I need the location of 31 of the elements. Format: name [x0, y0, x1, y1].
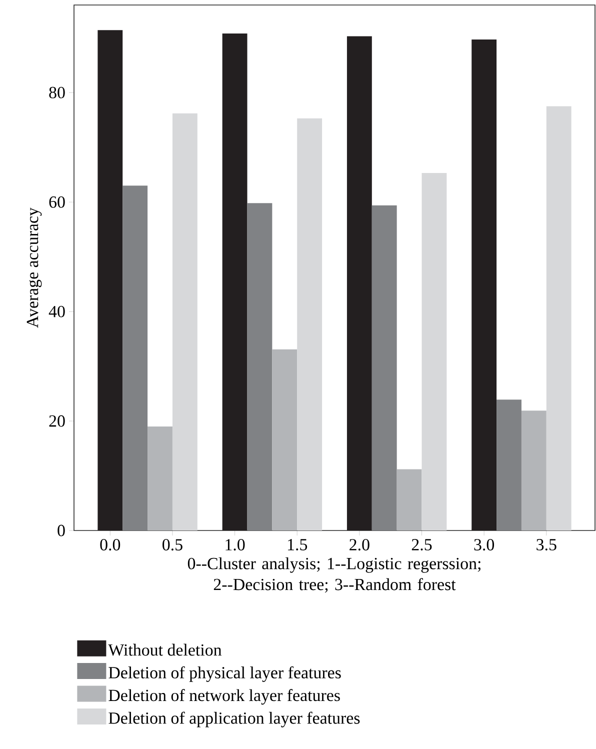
x-tick-label: 3.5 — [536, 539, 556, 550]
bar — [272, 349, 298, 531]
y-tick-label: 20 — [49, 415, 65, 427]
x-axis-title: 0--Cluster analysis; 1--Logistic regerssion; 2--Decision tree; 3--Random forest — [188, 557, 480, 593]
x-tick-label: 1.0 — [226, 539, 245, 551]
x-tick-label: 2.0 — [350, 539, 370, 551]
bar — [521, 410, 546, 531]
bar — [422, 173, 447, 531]
bar — [247, 203, 272, 531]
bar — [297, 118, 322, 531]
x-tick-label: 3.0 — [474, 539, 494, 551]
x-tick-label: 1.5 — [288, 539, 308, 550]
x-tick-label: 0.0 — [100, 539, 120, 551]
legend-label: Without deletion — [108, 644, 222, 656]
bar — [496, 400, 522, 531]
y-tick-label: 60 — [49, 196, 65, 208]
legend-label: Deletion of physical layer features — [108, 666, 341, 682]
x-tick-label: 0.5 — [162, 539, 182, 551]
legend-label: Deletion of network layer features — [108, 689, 340, 705]
legend-label: Deletion of application layer features — [108, 712, 360, 728]
y-tick-label: 80 — [49, 86, 65, 98]
x-tick-label: 2.5 — [412, 539, 432, 550]
y-tick-label: 0 — [58, 524, 65, 536]
bar — [396, 469, 422, 531]
bar — [372, 205, 397, 531]
y-axis-title: Average accuracy — [26, 208, 42, 328]
bar — [546, 106, 572, 531]
bar — [148, 426, 172, 531]
bar — [122, 186, 148, 531]
bar — [172, 113, 198, 531]
y-tick-label: 40 — [48, 306, 65, 318]
